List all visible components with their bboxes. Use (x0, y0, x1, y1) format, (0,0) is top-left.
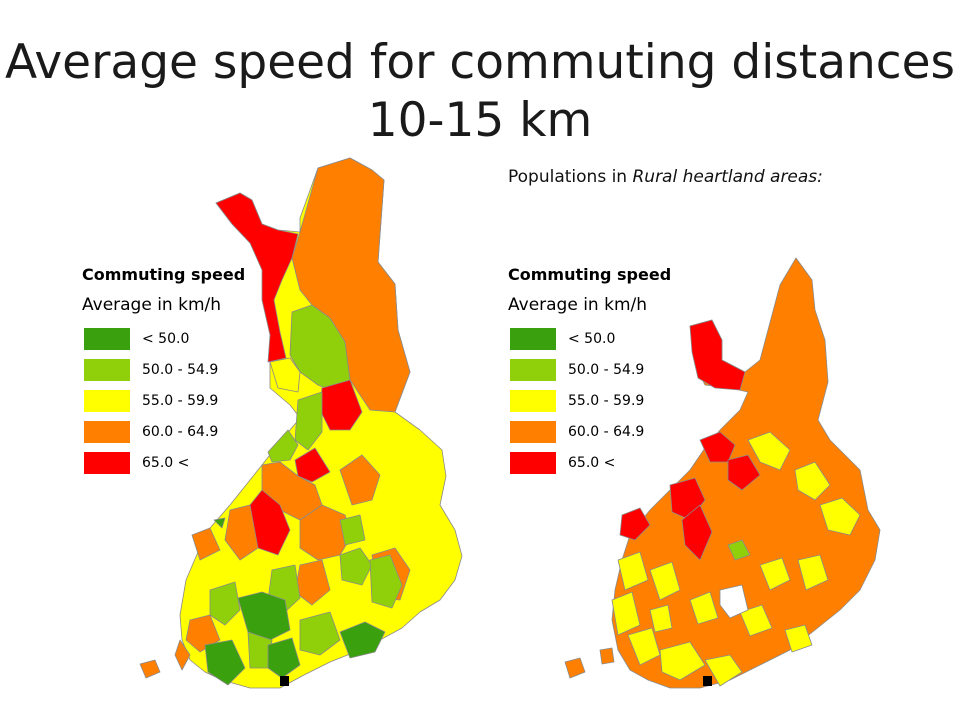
legend-swatch (510, 359, 556, 381)
legend-entry: 60.0 - 64.9 (82, 421, 302, 452)
legend-entry: 55.0 - 59.9 (508, 390, 728, 421)
helsinki-square-marker (703, 676, 712, 686)
legend-label: 65.0 < (142, 455, 190, 471)
legend-swatch (84, 328, 130, 350)
legend-entry: 50.0 - 54.9 (82, 359, 302, 390)
legend-label: 60.0 - 64.9 (142, 424, 219, 440)
map-right-region (689, 319, 746, 391)
legend-label: 50.0 - 54.9 (568, 362, 645, 378)
legend-label: 65.0 < (568, 455, 616, 471)
legend-label: 60.0 - 64.9 (568, 424, 645, 440)
legend-subtitle: Average in km/h (508, 295, 648, 315)
map-left-region (209, 581, 241, 626)
legend-right: Commuting speed Average in km/h < 50.0 5… (508, 264, 728, 483)
map-left-region (339, 621, 386, 659)
legend-swatch (510, 390, 556, 412)
map-left-region (291, 157, 411, 413)
legend-entry: 60.0 - 64.9 (508, 421, 728, 452)
legend-title: Commuting speed (508, 265, 672, 284)
map-right-region (611, 591, 641, 636)
legend-swatch (84, 452, 130, 474)
legend-label: 55.0 - 59.9 (142, 393, 219, 409)
map-right-region (784, 624, 813, 653)
map-right-region (727, 539, 751, 561)
map-left-region (215, 192, 299, 363)
legend-entry: 55.0 - 59.9 (82, 390, 302, 421)
legend-label: < 50.0 (142, 331, 190, 347)
map-right-region (727, 454, 761, 491)
map-right-region (659, 641, 706, 681)
map-right-region (819, 497, 861, 536)
subtitle-prefix: Populations in (508, 167, 633, 187)
map-right-region (739, 604, 773, 637)
map-right-region (794, 461, 831, 501)
map-left-region (339, 547, 373, 586)
legend-entry: 50.0 - 54.9 (508, 359, 728, 390)
map-right-region (627, 627, 661, 666)
map-right-region (704, 654, 743, 687)
legend-label: 55.0 - 59.9 (568, 393, 645, 409)
map-left-region (267, 429, 299, 463)
map-right-region (699, 431, 736, 463)
map-left-region (339, 454, 381, 506)
legend-label: 50.0 - 54.9 (142, 362, 219, 378)
map-right-region (649, 561, 681, 601)
map-left-region (299, 611, 341, 656)
map-right-region (681, 504, 713, 561)
map-right-region (619, 507, 651, 541)
legend-entry: < 50.0 (508, 328, 728, 359)
legend-swatch (510, 328, 556, 350)
legend-entry: 65.0 < (508, 452, 728, 483)
legend-swatch (84, 421, 130, 443)
map-left-region (294, 447, 331, 483)
map-left-region (191, 527, 221, 561)
legend-subtitle: Average in km/h (82, 295, 222, 315)
map-right-region (747, 431, 791, 471)
legend-title: Commuting speed (82, 265, 246, 284)
map-left-region (269, 357, 301, 393)
map-right-region (689, 591, 719, 625)
map-left-region (369, 554, 403, 609)
map-left-region (213, 517, 226, 529)
helsinki-square-marker (280, 676, 289, 686)
map-right-region (617, 551, 649, 591)
map-left-region (224, 504, 259, 561)
map-right-region (564, 657, 586, 679)
map-left-region (139, 659, 161, 679)
map-left-region (294, 391, 323, 451)
map-left-region (267, 637, 301, 679)
map-right-region (759, 557, 791, 591)
legend-swatch (510, 452, 556, 474)
map-left-region (204, 639, 246, 686)
subtitle-emphasis: Rural heartland areas: (632, 167, 823, 187)
map-right-region (649, 604, 673, 633)
map-subtitle: Populations in Rural heartland areas: (508, 164, 828, 190)
legend-entry: 65.0 < (82, 452, 302, 483)
legend-label: < 50.0 (568, 331, 616, 347)
legend-swatch (84, 390, 130, 412)
map-right-region (719, 584, 749, 619)
legend-swatch (510, 421, 556, 443)
legend-swatch (84, 359, 130, 381)
map-right-region (797, 554, 829, 591)
map-right-region (599, 647, 615, 665)
map-left-region (339, 514, 366, 546)
legend-entry: < 50.0 (82, 328, 302, 359)
page-title: Average speed for commuting distances 10… (4, 35, 956, 148)
map-left-region (174, 639, 191, 671)
legend-left: Commuting speed Average in km/h < 50.0 5… (82, 264, 302, 483)
